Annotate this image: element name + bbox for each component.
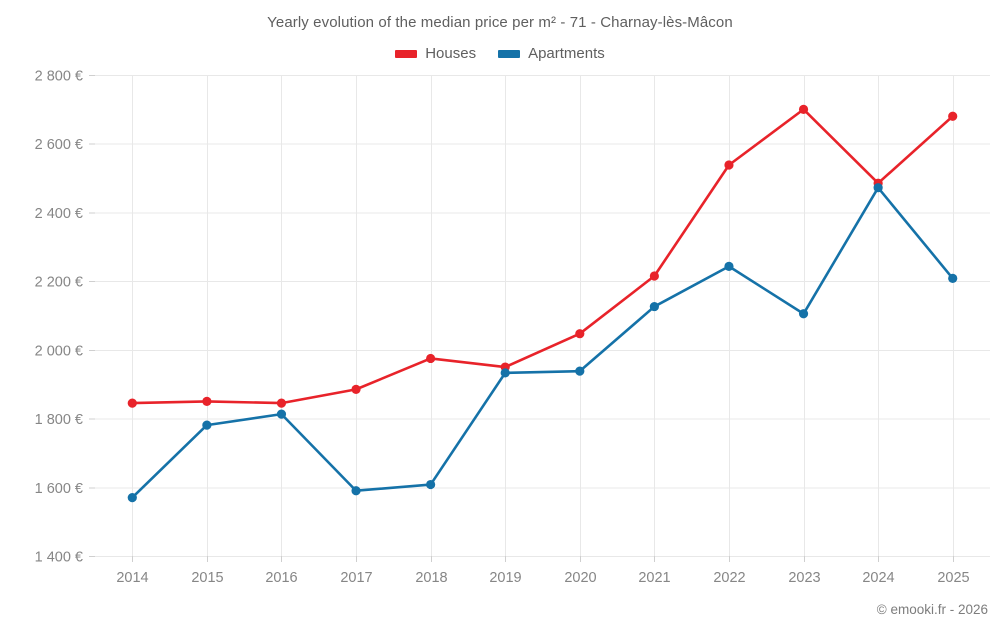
data-point-apartments-2021[interactable] [649, 301, 659, 312]
series-line-apartments [130, 186, 955, 499]
y-axis-label: 1 400 € [35, 550, 83, 566]
y-axis-label: 2 400 € [35, 206, 83, 222]
data-point-houses-2022[interactable] [724, 160, 734, 170]
x-axis-label: 2023 [788, 570, 820, 586]
data-point-apartments-2014[interactable] [127, 492, 137, 503]
legend-item-apartments[interactable]: Apartments [498, 45, 605, 62]
x-axis-label: 2019 [489, 570, 521, 586]
legend-label-houses: Houses [425, 45, 477, 62]
data-point-houses-2016[interactable] [276, 398, 287, 408]
x-axis-label: 2020 [564, 570, 596, 586]
x-axis-label: 2022 [713, 570, 745, 586]
y-axis-label: 1 800 € [35, 412, 83, 428]
x-axis-label: 2015 [191, 570, 223, 586]
data-point-apartments-2017[interactable] [351, 486, 361, 496]
chart-title: Yearly evolution of the median price per… [267, 14, 733, 31]
data-point-apartments-2016[interactable] [276, 409, 287, 419]
x-axis-label: 2021 [638, 570, 670, 586]
legend-label-apartments: Apartments [528, 45, 605, 62]
x-axis-label: 2017 [340, 570, 372, 586]
data-point-apartments-2018[interactable] [426, 479, 436, 490]
x-axis-label: 2024 [862, 570, 894, 586]
chart-legend: Houses Apartments [0, 45, 1000, 62]
data-point-apartments-2015[interactable] [202, 420, 212, 430]
data-point-houses-2017[interactable] [351, 384, 361, 394]
data-point-houses-2025[interactable] [948, 111, 958, 121]
x-axis-label: 2025 [937, 570, 969, 586]
y-axis-label: 2 800 € [35, 69, 83, 85]
x-axis-label: 2014 [116, 570, 148, 586]
data-point-apartments-2020[interactable] [575, 366, 585, 376]
data-point-houses-2021[interactable] [649, 271, 659, 281]
data-point-apartments-2025[interactable] [948, 273, 958, 283]
data-point-apartments-2023[interactable] [798, 309, 809, 319]
data-point-houses-2015[interactable] [202, 396, 212, 406]
x-axis-label: 2018 [415, 570, 447, 586]
data-point-apartments-2019[interactable] [500, 368, 510, 378]
y-axis-label: 1 600 € [35, 481, 83, 497]
y-axis-label: 2 600 € [35, 137, 83, 153]
y-axis-label: 2 200 € [35, 275, 83, 291]
data-point-houses-2018[interactable] [426, 353, 436, 364]
chart-credit: © emooki.fr - 2026 [876, 602, 988, 617]
x-axis-label: 2016 [265, 570, 297, 586]
series-line-houses [130, 108, 955, 405]
data-point-apartments-2024[interactable] [873, 183, 883, 193]
data-point-houses-2020[interactable] [575, 329, 585, 339]
y-axis-label: 2 000 € [35, 343, 83, 359]
legend-item-houses[interactable]: Houses [395, 45, 476, 62]
legend-swatch-apartments [498, 49, 521, 58]
data-point-apartments-2022[interactable] [724, 261, 734, 271]
legend-swatch-houses [395, 49, 418, 58]
data-point-houses-2023[interactable] [798, 104, 809, 114]
data-point-houses-2014[interactable] [127, 398, 137, 408]
